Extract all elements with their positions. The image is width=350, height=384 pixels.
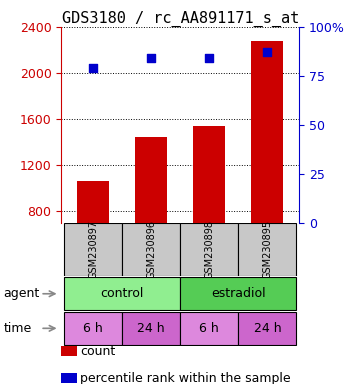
Bar — [64, 223, 122, 276]
Text: 6 h: 6 h — [199, 322, 219, 335]
Point — [90, 65, 96, 71]
Bar — [180, 312, 238, 345]
Text: count: count — [80, 345, 116, 358]
Point — [148, 55, 154, 61]
Text: 24 h: 24 h — [138, 322, 165, 335]
Title: GDS3180 / rc_AA891171_s_at: GDS3180 / rc_AA891171_s_at — [62, 11, 299, 27]
Text: estradiol: estradiol — [211, 287, 266, 300]
Text: GSM230895: GSM230895 — [262, 220, 272, 279]
Bar — [238, 223, 296, 276]
Bar — [238, 312, 296, 345]
Text: GSM230898: GSM230898 — [204, 220, 214, 279]
Bar — [135, 137, 167, 303]
Bar — [193, 126, 225, 303]
Point — [265, 49, 270, 55]
Bar — [77, 181, 109, 303]
Bar — [180, 223, 238, 276]
Point — [206, 55, 212, 61]
Bar — [122, 223, 180, 276]
Bar — [64, 277, 180, 310]
Bar — [180, 277, 296, 310]
Text: time: time — [4, 322, 32, 335]
Text: control: control — [100, 287, 144, 300]
Bar — [64, 312, 122, 345]
Text: GSM230897: GSM230897 — [88, 220, 98, 279]
Bar — [122, 312, 180, 345]
Text: 24 h: 24 h — [253, 322, 281, 335]
Bar — [251, 41, 283, 303]
Text: GSM230896: GSM230896 — [146, 220, 156, 279]
Text: percentile rank within the sample: percentile rank within the sample — [80, 372, 291, 384]
Text: 6 h: 6 h — [83, 322, 103, 335]
Text: agent: agent — [4, 287, 40, 300]
